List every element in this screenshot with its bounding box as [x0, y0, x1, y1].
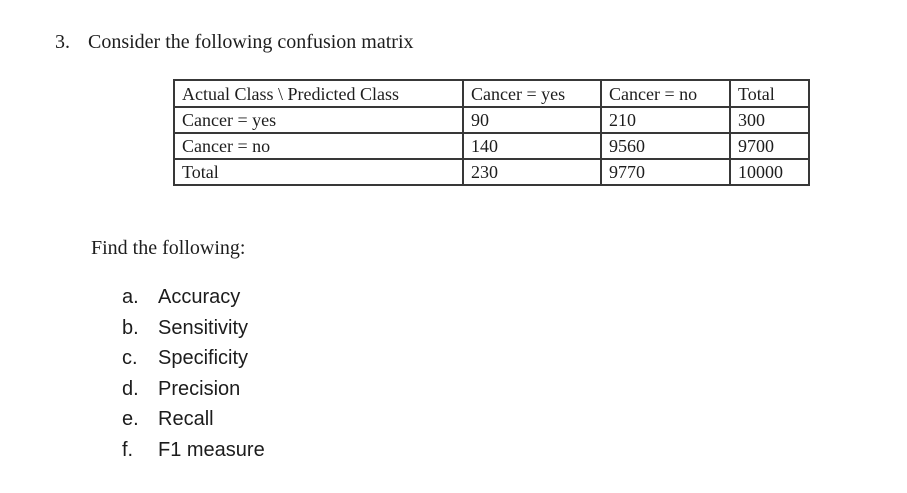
question-text: Consider the following confusion matrix	[88, 31, 414, 53]
task-label: Sensitivity	[158, 316, 249, 339]
table-cell: 9560	[600, 132, 731, 160]
row-label-cancer-no: Cancer = no	[173, 132, 464, 160]
table-cell: 9700	[729, 132, 810, 160]
list-item: b. Sensitivity	[122, 313, 265, 344]
task-letter: d.	[122, 377, 139, 400]
task-label: Accuracy	[158, 286, 241, 308]
find-prompt: Find the following:	[91, 237, 246, 259]
task-letter: c.	[122, 347, 138, 369]
list-item: a. Accuracy	[122, 282, 265, 313]
table-row: Total 230 9770 10000	[173, 158, 810, 186]
table-cell: 300	[729, 106, 810, 134]
task-letter: a.	[122, 286, 139, 308]
column-header-cancer-no: Cancer = no	[600, 79, 731, 108]
question-number: 3.	[55, 31, 70, 53]
task-label: F1 measure	[158, 438, 265, 461]
table-row: Cancer = no 140 9560 9700	[173, 132, 810, 160]
task-label: Specificity	[158, 347, 249, 369]
task-letter: f.	[122, 438, 134, 461]
column-header-actual-vs-predicted: Actual Class \ Predicted Class	[173, 79, 464, 108]
column-header-total: Total	[729, 79, 810, 108]
list-item: c. Specificity	[122, 343, 265, 374]
table-cell: 210	[600, 106, 731, 134]
table-cell: 140	[462, 132, 602, 160]
table-cell: 90	[462, 106, 602, 134]
row-label-cancer-yes: Cancer = yes	[173, 106, 464, 134]
question-heading: 3. Consider the following confusion matri…	[55, 31, 414, 54]
row-label-total: Total	[173, 158, 464, 186]
list-item: d. Precision	[122, 374, 265, 405]
list-item: f. F1 measure	[122, 435, 265, 466]
task-letter: b.	[122, 316, 139, 339]
table-header-row: Actual Class \ Predicted Class Cancer = …	[173, 79, 810, 108]
task-letter: e.	[122, 408, 139, 430]
table-cell: 10000	[729, 158, 810, 186]
table-cell: 230	[462, 158, 602, 186]
column-header-cancer-yes: Cancer = yes	[462, 79, 602, 108]
task-list: a. Accuracy b. Sensitivity c. Specificity d…	[122, 282, 265, 465]
table-row: Cancer = yes 90 210 300	[173, 106, 810, 134]
task-label: Precision	[158, 377, 241, 400]
table-cell: 9770	[600, 158, 731, 186]
list-item: e. Recall	[122, 404, 265, 435]
confusion-matrix-table: Actual Class \ Predicted Class Cancer = …	[173, 79, 810, 186]
task-label: Recall	[158, 408, 214, 430]
